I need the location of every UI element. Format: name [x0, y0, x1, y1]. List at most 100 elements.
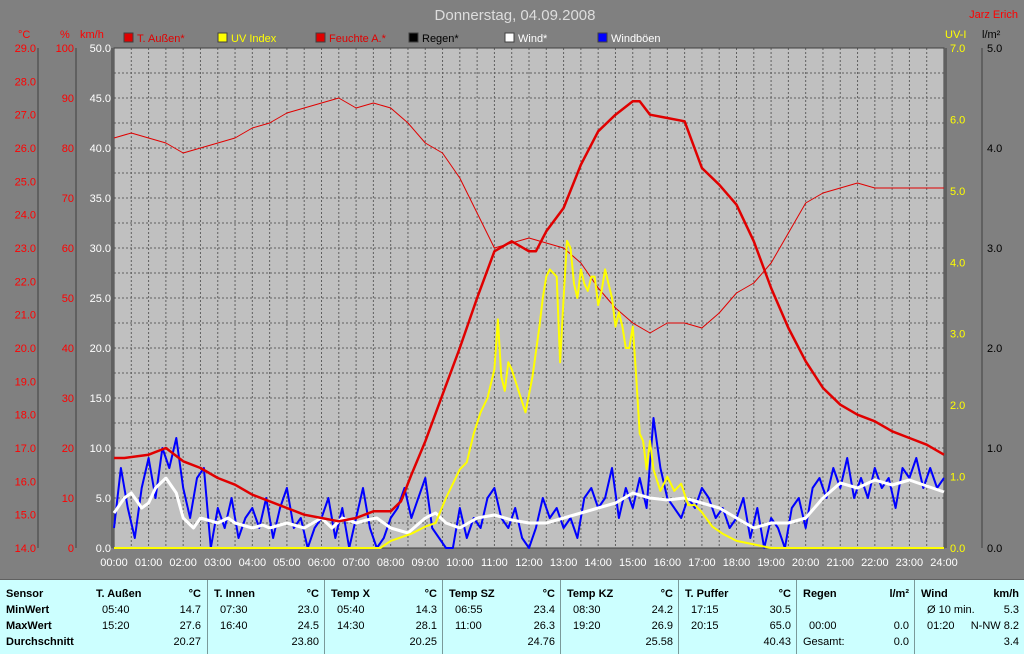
stats-sensor-name: Wind — [921, 588, 948, 600]
legend-label: Windböen — [611, 33, 661, 45]
stats-sensor-unit: °C — [778, 588, 791, 600]
stats-max-value: 24.5 — [297, 620, 319, 632]
tick-label-humidity: 80 — [62, 143, 74, 155]
stats-max-label: MaxWert — [6, 620, 52, 632]
stats-min-time: 05:40 — [102, 604, 130, 616]
stats-avg-value: 24.76 — [527, 636, 555, 648]
stats-min-time: 05:40 — [337, 604, 365, 616]
tick-label-humidity: 70 — [62, 193, 74, 205]
stats-max-value: N-NW 8.2 — [970, 620, 1019, 632]
tick-label-temp: 14.0 — [15, 543, 36, 555]
stats-avg-value: 20.27 — [173, 636, 201, 648]
stats-sensor-name: Temp KZ — [567, 588, 614, 600]
stats-column: Temp KZ °C 08:30 24.2 19:20 26.9 25.58 — [560, 580, 679, 654]
axis-unit-wind: km/h — [80, 29, 104, 41]
tick-label-time: 10:00 — [446, 557, 474, 569]
legend-swatch — [123, 32, 134, 43]
stats-sensor-name: Regen — [803, 588, 837, 600]
tick-label-wind: 10.0 — [90, 443, 111, 455]
tick-label-time: 04:00 — [239, 557, 267, 569]
series-line-wind — [112, 476, 945, 535]
tick-label-wind: 20.0 — [90, 343, 111, 355]
tick-label-uv: 5.0 — [950, 186, 965, 198]
stats-min-value: 23.0 — [297, 604, 319, 616]
legend-label: Regen* — [422, 33, 459, 45]
stats-sensor-unit: °C — [542, 588, 555, 600]
stats-sensor-unit: km/h — [993, 588, 1019, 600]
stats-sensor-unit: °C — [306, 588, 319, 600]
stats-min-value: 24.2 — [651, 604, 673, 616]
tick-label-wind: 15.0 — [90, 393, 111, 405]
tick-label-rain: 3.0 — [987, 243, 1002, 255]
tick-label-time: 19:00 — [757, 557, 785, 569]
tick-label-humidity: 50 — [62, 293, 74, 305]
tick-label-humidity: 40 — [62, 343, 74, 355]
legend-label: T. Außen* — [137, 33, 185, 45]
stats-min-value: 14.3 — [415, 604, 437, 616]
axis-unit-humidity: % — [60, 29, 70, 41]
tick-label-humidity: 100 — [56, 43, 74, 55]
tick-label-temp: 18.0 — [15, 410, 36, 422]
series-line-feuchte-a — [113, 97, 944, 334]
tick-label-uv: 6.0 — [950, 114, 965, 126]
stats-min-time: 17:15 — [691, 604, 719, 616]
tick-label-time: 23:00 — [896, 557, 924, 569]
tick-label-time: 13:00 — [550, 557, 578, 569]
tick-label-time: 20:00 — [792, 557, 820, 569]
tick-label-temp: 23.0 — [15, 243, 36, 255]
stats-avg-label: Gesamt: — [803, 636, 845, 648]
tick-label-temp: 15.0 — [15, 510, 36, 522]
stats-avg-label: Durchschnitt — [6, 636, 74, 648]
tick-label-temp: 27.0 — [15, 110, 36, 122]
tick-label-time: 01:00 — [135, 557, 163, 569]
tick-label-temp: 20.0 — [15, 343, 36, 355]
stats-avg-value: 25.58 — [645, 636, 673, 648]
stats-column: Temp SZ °C 06:55 23.4 11:00 26.3 24.76 — [442, 580, 561, 654]
tick-label-rain: 1.0 — [987, 443, 1002, 455]
tick-label-temp: 24.0 — [15, 210, 36, 222]
tick-label-temp: 21.0 — [15, 310, 36, 322]
tick-label-uv: 4.0 — [950, 257, 965, 269]
stats-column: T. Außen °C 05:40 14.7 15:20 27.6 20.27 — [90, 580, 207, 654]
tick-label-rain: 2.0 — [987, 343, 1002, 355]
tick-label-time: 24:00 — [930, 557, 958, 569]
tick-label-temp: 22.0 — [15, 276, 36, 288]
tick-label-temp: 25.0 — [15, 176, 36, 188]
stats-avg-value: 0.0 — [893, 636, 909, 648]
stats-max-time: 01:20 — [927, 620, 955, 632]
stats-min-time: 08:30 — [573, 604, 601, 616]
tick-label-wind: 5.0 — [96, 493, 111, 505]
stats-sensor-unit: °C — [188, 588, 201, 600]
stats-column: Regen l/m² 00:00 0.0 Gesamt: 0.0 — [796, 580, 915, 654]
legend: T. Außen* UV Index Feuchte A.* Regen* Wind* W… — [123, 32, 661, 45]
stats-avg-value: 20.25 — [409, 636, 437, 648]
tick-label-time: 11:00 — [481, 557, 508, 569]
author-label: Jarz Erich — [969, 9, 1018, 21]
stats-max-time: 00:00 — [809, 620, 837, 632]
stats-max-time: 11:00 — [455, 620, 482, 632]
tick-label-wind: 40.0 — [90, 143, 111, 155]
tick-label-uv: 0.0 — [950, 543, 965, 555]
legend-label: UV Index — [231, 33, 277, 45]
tick-label-rain: 5.0 — [987, 43, 1002, 55]
tick-label-time: 18:00 — [723, 557, 751, 569]
tick-label-temp: 17.0 — [15, 443, 36, 455]
axis-unit-uv: UV-I — [945, 29, 966, 41]
stats-max-value: 65.0 — [769, 620, 791, 632]
stats-avg-value: 3.4 — [1003, 636, 1019, 648]
stats-max-value: 26.9 — [651, 620, 673, 632]
tick-label-uv: 3.0 — [950, 329, 965, 341]
stats-max-time: 20:15 — [691, 620, 719, 632]
grid-lines — [113, 47, 945, 549]
tick-label-uv: 2.0 — [950, 400, 965, 412]
tick-label-temp: 19.0 — [15, 376, 36, 388]
tick-label-rain: 4.0 — [987, 143, 1002, 155]
stats-max-time: 15:20 — [102, 620, 130, 632]
stats-min-value: 30.5 — [769, 604, 791, 616]
tick-label-uv: 7.0 — [950, 43, 965, 55]
stats-column: T. Puffer °C 17:15 30.5 20:15 65.0 40.43 — [678, 580, 797, 654]
tick-label-time: 03:00 — [204, 557, 232, 569]
series-line-t-au-en — [114, 100, 945, 523]
stats-column: Wind km/h Ø 10 min. 5.3 01:20 N-NW 8.2 3.4 — [914, 580, 1024, 654]
tick-label-time: 02:00 — [169, 557, 197, 569]
